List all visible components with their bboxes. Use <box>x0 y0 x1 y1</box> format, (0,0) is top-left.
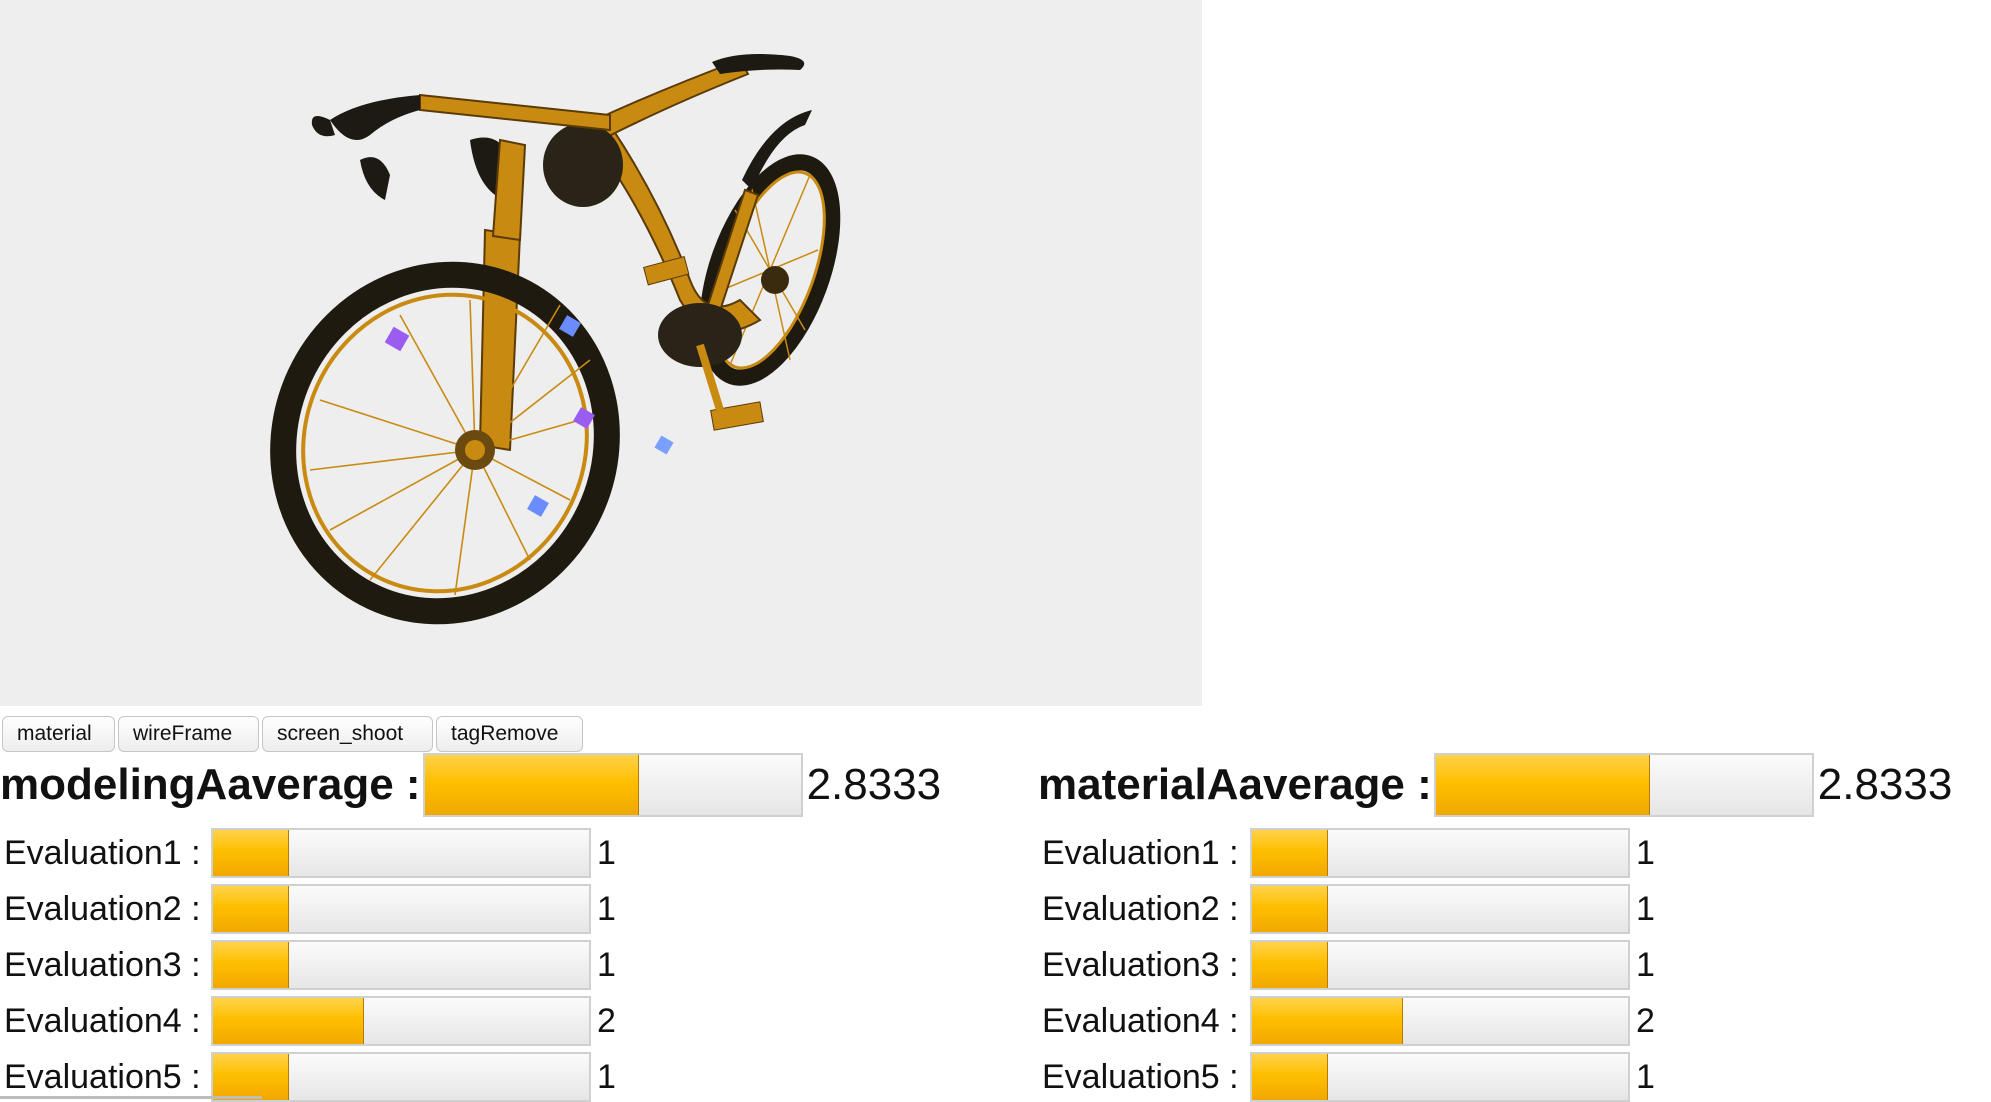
material-eval-row: Evaluation4 : 2 <box>1038 996 1655 1046</box>
modeling-eval1-meter <box>211 828 591 878</box>
modeling-eval2-label: Evaluation2 : <box>4 889 201 928</box>
scrollbar-hint <box>0 1096 262 1099</box>
modeling-average-value: 2.8333 <box>806 760 942 809</box>
modeling-eval4-label: Evaluation4 : <box>4 1001 201 1040</box>
bicycle-model <box>270 54 841 625</box>
material-eval3-meter <box>1250 940 1630 990</box>
modeling-eval3-label: Evaluation3 : <box>4 945 201 984</box>
rear-fender <box>742 110 812 190</box>
material-eval1-meter <box>1250 828 1630 878</box>
material-eval4-label: Evaluation4 : <box>1042 1001 1239 1040</box>
bike-frame <box>543 58 764 431</box>
btn-screen-shoot[interactable]: screen_shoot <box>262 716 433 752</box>
material-eval2-meter <box>1250 884 1630 934</box>
material-eval5-value: 1 <box>1636 1057 1655 1096</box>
modeling-eval1-value: 1 <box>597 833 616 872</box>
material-average-meter <box>1433 753 1814 817</box>
material-eval5-label: Evaluation5 : <box>1042 1057 1239 1096</box>
material-average-row: materialAaverage : 2.8333 <box>1038 752 1952 818</box>
modeling-eval5-meter <box>211 1052 591 1102</box>
modeling-eval4-value: 2 <box>597 1001 616 1040</box>
modeling-eval2-value: 1 <box>597 889 616 928</box>
modeling-eval5-value: 1 <box>597 1057 616 1096</box>
material-eval3-label: Evaluation3 : <box>1042 945 1239 984</box>
material-eval4-meter <box>1250 996 1630 1046</box>
modeling-eval3-value: 1 <box>597 945 616 984</box>
modeling-eval-row: Evaluation5 : 1 <box>0 1052 616 1102</box>
material-average-value: 2.8333 <box>1817 760 1953 809</box>
modeling-eval4-meter <box>211 996 591 1046</box>
modeling-eval5-label: Evaluation5 : <box>4 1057 201 1096</box>
modeling-average-row: modelingAaverage : 2.8333 <box>0 752 941 818</box>
tag-markers[interactable] <box>384 315 674 517</box>
material-eval-row: Evaluation2 : 1 <box>1038 884 1655 934</box>
btn-tag-remove[interactable]: tagRemove <box>436 716 583 752</box>
modeling-average-label: modelingAaverage : <box>0 760 421 809</box>
modeling-eval-row: Evaluation1 : 1 <box>0 828 616 878</box>
material-eval2-value: 1 <box>1636 889 1655 928</box>
toolbar: material wireFrame screen_shoot tagRemov… <box>2 716 583 752</box>
material-eval1-value: 1 <box>1636 833 1655 872</box>
material-eval4-value: 2 <box>1636 1001 1655 1040</box>
material-average-label: materialAaverage : <box>1038 760 1432 809</box>
material-eval-row: Evaluation3 : 1 <box>1038 940 1655 990</box>
front-wheel <box>270 261 620 625</box>
modeling-eval-row: Evaluation4 : 2 <box>0 996 616 1046</box>
material-eval-row: Evaluation5 : 1 <box>1038 1052 1655 1102</box>
modeling-eval-row: Evaluation3 : 1 <box>0 940 616 990</box>
modeling-eval-row: Evaluation2 : 1 <box>0 884 616 934</box>
material-eval1-label: Evaluation1 : <box>1042 833 1239 872</box>
modeling-eval2-meter <box>211 884 591 934</box>
3d-model-viewer[interactable] <box>0 0 1202 706</box>
btn-wireframe[interactable]: wireFrame <box>118 716 259 752</box>
btn-material[interactable]: material <box>2 716 115 752</box>
bike-seat <box>712 54 805 74</box>
modeling-eval3-meter <box>211 940 591 990</box>
material-eval-row: Evaluation1 : 1 <box>1038 828 1655 878</box>
modeling-average-meter <box>422 753 803 817</box>
material-eval2-label: Evaluation2 : <box>1042 889 1239 928</box>
material-eval3-value: 1 <box>1636 945 1655 984</box>
rear-wheel <box>699 154 841 386</box>
material-eval5-meter <box>1250 1052 1630 1102</box>
modeling-eval1-label: Evaluation1 : <box>4 833 201 872</box>
